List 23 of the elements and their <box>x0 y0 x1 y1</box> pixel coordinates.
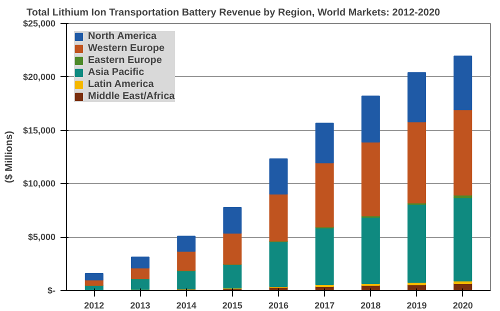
x-tick-label: 2013 <box>130 300 150 310</box>
x-tick-label: 2017 <box>314 300 335 310</box>
legend-label: Eastern Europe <box>88 55 162 66</box>
chart-title: Total Lithium Ion Transportation Battery Revenue by Region, World Markets: 2012-2020 <box>26 8 441 18</box>
y-tick-label: $20,000 <box>22 72 56 82</box>
x-tick-label: 2018 <box>360 300 381 310</box>
x-tick-label: 2020 <box>452 300 473 310</box>
y-tick-label: $25,000 <box>22 18 56 28</box>
x-tick-label: 2015 <box>222 300 242 310</box>
x-tick-label: 2014 <box>176 300 196 310</box>
legend-label: Western Europe <box>88 43 164 54</box>
y-axis-title: ($ Millions) <box>4 130 15 184</box>
x-tick-label: 2019 <box>406 300 427 310</box>
legend-label: Middle East/Africa <box>88 91 175 102</box>
x-tick-label: 2016 <box>268 300 289 310</box>
y-tick-label: $10,000 <box>22 178 56 189</box>
legend-label: Asia Pacific <box>88 67 144 78</box>
legend-label: North America <box>88 31 157 42</box>
legend-label: Latin America <box>88 79 154 90</box>
y-tick-label: $- <box>48 286 56 296</box>
x-tick-label: 2012 <box>84 300 104 310</box>
y-tick-label: $15,000 <box>22 125 56 136</box>
y-tick-label: $5,000 <box>28 232 56 242</box>
